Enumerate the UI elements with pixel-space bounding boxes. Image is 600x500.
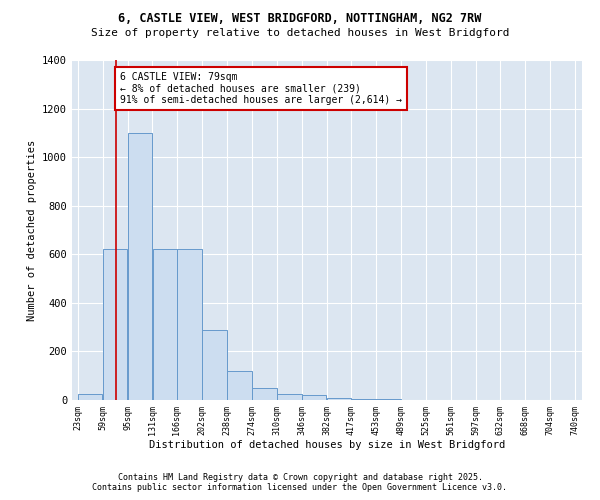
Bar bbox=[302, 395, 326, 400]
Text: 6 CASTLE VIEW: 79sqm
← 8% of detached houses are smaller (239)
91% of semi-detac: 6 CASTLE VIEW: 79sqm ← 8% of detached ho… bbox=[120, 72, 402, 106]
Bar bbox=[177, 250, 202, 400]
Bar bbox=[103, 250, 127, 400]
X-axis label: Distribution of detached houses by size in West Bridgford: Distribution of detached houses by size … bbox=[149, 440, 505, 450]
Text: Size of property relative to detached houses in West Bridgford: Size of property relative to detached ho… bbox=[91, 28, 509, 38]
Text: Contains HM Land Registry data © Crown copyright and database right 2025.: Contains HM Land Registry data © Crown c… bbox=[118, 474, 482, 482]
Text: Contains public sector information licensed under the Open Government Licence v3: Contains public sector information licen… bbox=[92, 484, 508, 492]
Bar bbox=[327, 398, 352, 400]
Bar bbox=[376, 399, 401, 400]
Bar bbox=[78, 394, 103, 400]
Bar bbox=[277, 394, 302, 400]
Bar bbox=[227, 371, 251, 400]
Bar bbox=[152, 250, 177, 400]
Bar bbox=[202, 330, 227, 400]
Bar bbox=[128, 133, 152, 400]
Y-axis label: Number of detached properties: Number of detached properties bbox=[26, 140, 37, 320]
Bar bbox=[252, 388, 277, 400]
Text: 6, CASTLE VIEW, WEST BRIDGFORD, NOTTINGHAM, NG2 7RW: 6, CASTLE VIEW, WEST BRIDGFORD, NOTTINGH… bbox=[118, 12, 482, 26]
Bar bbox=[351, 399, 376, 400]
